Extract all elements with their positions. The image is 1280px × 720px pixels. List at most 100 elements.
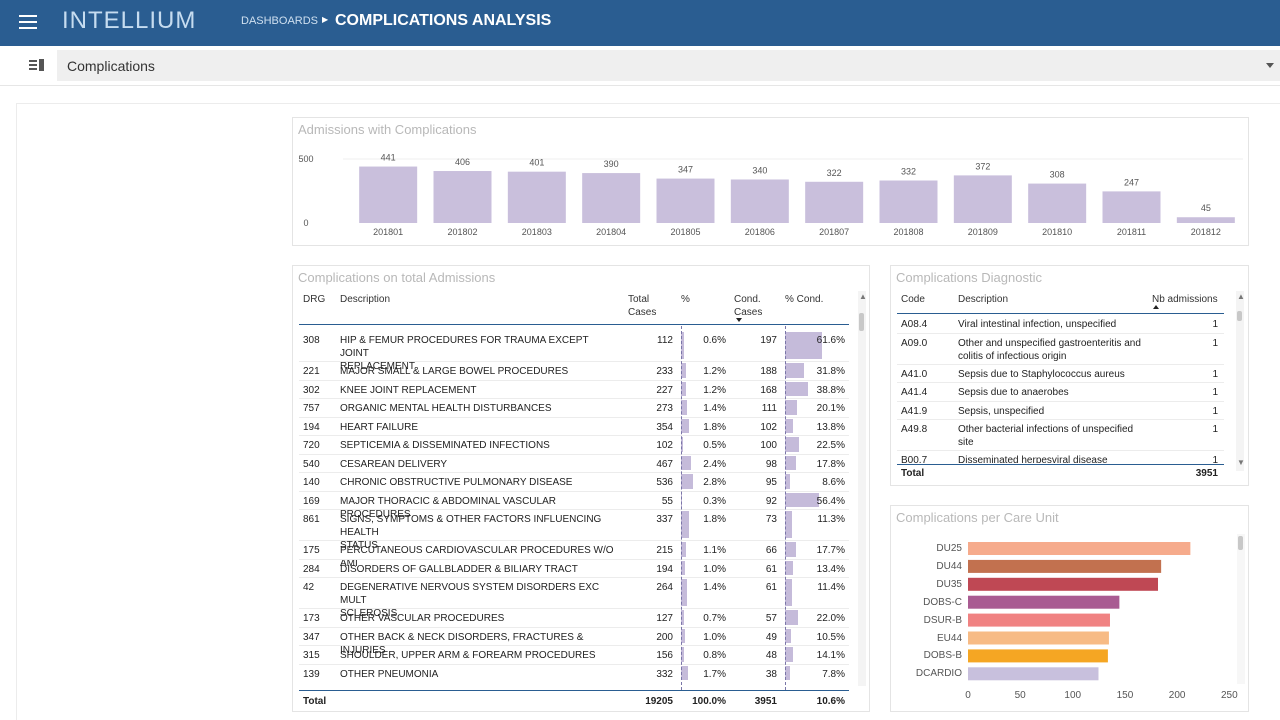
menu-icon[interactable] <box>19 15 37 29</box>
bar-dobs-c[interactable] <box>968 595 1120 609</box>
table-row[interactable]: A41.0 Sepsis due to Staphylococcus aureus… <box>891 368 1231 387</box>
drg-cond-cases: 61 <box>765 582 777 593</box>
pct-bar <box>681 455 692 470</box>
bar-201805[interactable] <box>656 178 715 223</box>
bar-201804[interactable] <box>582 173 641 223</box>
y-tick-label: DU25 <box>936 543 962 554</box>
bar-201802[interactable] <box>433 171 492 223</box>
col-header-nb-admissions[interactable]: Nb admissions <box>1152 294 1218 305</box>
table-row[interactable]: 139 OTHER PNEUMONIA 332 1.7% 38 7.8% <box>293 665 853 687</box>
diag-code: B00.7 <box>901 455 928 463</box>
col-header-cond-cases[interactable]: Cond. Cases <box>734 294 762 322</box>
col-header-total[interactable]: Total Cases <box>628 294 656 318</box>
drg-description: OTHER VASCULAR PROCEDURES <box>340 612 620 625</box>
table-row[interactable]: 194 HEART FAILURE 354 1.8% 102 13.8% <box>293 418 853 440</box>
drg-total-cases: 55 <box>661 495 673 507</box>
diag-scrollbar[interactable]: ▲ ▼ <box>1236 291 1245 471</box>
care-scrollbar[interactable] <box>1237 534 1245 684</box>
scroll-up-icon[interactable]: ▲ <box>1237 292 1245 301</box>
table-row[interactable]: A09.0 Other and unspecified gastroenterit… <box>891 337 1231 368</box>
table-row[interactable]: 308 HIP & FEMUR PROCEDURES FOR TRAUMA EXC… <box>293 332 853 372</box>
bar-dsur-b[interactable] <box>968 613 1110 627</box>
bar-du35[interactable] <box>968 577 1159 591</box>
drg-pct: 0.7% <box>703 613 726 624</box>
drg-pct-cond: 17.7% <box>816 545 845 556</box>
scroll-down-icon[interactable]: ▼ <box>1237 458 1245 467</box>
x-tick-label: 201803 <box>522 227 552 237</box>
data-label: 347 <box>678 165 693 175</box>
drg-cond-cases: 57 <box>765 613 777 624</box>
admissions-chart-panel: Admissions with Complications 0 500 441 201… <box>292 117 1249 246</box>
bar-201809[interactable] <box>953 175 1012 223</box>
table-row[interactable]: 540 CESAREAN DELIVERY 467 2.4% 98 17.8% <box>293 455 853 477</box>
pct-bar <box>681 665 689 680</box>
table-row[interactable]: 42 DEGENERATIVE NERVOUS SYSTEM DISORDERS … <box>293 579 853 619</box>
table-row[interactable]: A41.9 Sepsis, unspecified 1 <box>891 405 1231 424</box>
drg-description: SIGNS, SYMPTOMS & OTHER FACTORS INFLUENC… <box>340 513 620 552</box>
bar-201810[interactable] <box>1028 183 1087 223</box>
bar-dobs-b[interactable] <box>968 649 1108 663</box>
bar-dcardio[interactable] <box>968 667 1099 681</box>
app-logo[interactable]: INTELLIUM <box>62 7 197 34</box>
diag-scroll-thumb[interactable] <box>1237 311 1242 321</box>
drg-pct: 1.1% <box>703 545 726 556</box>
row-divider <box>299 472 849 473</box>
table-row[interactable]: 347 OTHER BACK & NECK DISORDERS, FRACTURE… <box>293 628 853 656</box>
drg-description-line2: STATUS <box>340 540 378 551</box>
col-header-drg[interactable]: DRG <box>303 294 326 305</box>
scroll-up-icon[interactable]: ▲ <box>859 292 867 301</box>
table-row[interactable]: 140 CHRONIC OBSTRUCTIVE PULMONARY DISEASE… <box>293 474 853 495</box>
total-cases: 19205 <box>645 696 673 707</box>
table-row[interactable]: 720 SEPTICEMIA & DISSEMINATED INFECTIONS 1… <box>293 437 853 458</box>
bar-du44[interactable] <box>968 559 1162 573</box>
diag-nb-admissions: 1 <box>1212 455 1218 463</box>
drg-scroll-thumb[interactable] <box>859 313 864 331</box>
diag-nb-admissions: 1 <box>1212 319 1218 330</box>
diag-nb-admissions: 1 <box>1212 424 1218 435</box>
col-header-code[interactable]: Code <box>901 294 925 305</box>
table-row[interactable]: 757 ORGANIC MENTAL HEALTH DISTURBANCES 273… <box>293 400 853 421</box>
admissions-chart: 0 500 441 201801 406 201802 401 201803 390 201804… <box>298 153 1243 237</box>
bar-201803[interactable] <box>507 171 566 223</box>
table-row[interactable]: 284 DISORDERS OF GALLBLADDER & BILIARY TR… <box>293 560 853 582</box>
bar-eu44[interactable] <box>968 631 1109 645</box>
col-header-pct-cond[interactable]: % Cond. <box>785 294 824 305</box>
drg-pct: 1.2% <box>703 384 726 396</box>
panel-toggle-icon[interactable] <box>29 59 45 72</box>
table-row[interactable]: 169 MAJOR THORACIC & ABDOMINAL VASCULAR P… <box>293 492 853 520</box>
table-row[interactable]: A41.4 Sepsis due to anaerobes 1 <box>891 386 1231 405</box>
table-row[interactable]: B00.7 Disseminated herpesviral disease 1 <box>891 454 1231 463</box>
row-divider <box>897 419 1224 420</box>
drg-scrollbar[interactable]: ▲ <box>858 291 867 686</box>
table-row[interactable]: 861 SIGNS, SYMPTOMS & OTHER FACTORS INFLU… <box>293 511 853 551</box>
drg-code: 861 <box>303 514 320 525</box>
bar-201811[interactable] <box>1102 191 1161 223</box>
view-select[interactable]: Complications <box>57 50 1280 81</box>
drg-description-line1: HIP & FEMUR PROCEDURES FOR TRAUMA EXCEPT… <box>340 335 589 359</box>
table-row[interactable]: 302 KNEE JOINT REPLACEMENT 227 1.2% 168 38.8% <box>293 381 853 403</box>
drg-description-line1: DISORDERS OF GALLBLADDER & BILIARY TRACT <box>340 563 578 575</box>
table-row[interactable]: A08.4 Viral intestinal infection, unspeci… <box>891 318 1231 337</box>
care-scroll-thumb[interactable] <box>1238 536 1243 550</box>
data-label: 322 <box>827 168 842 178</box>
bar-201812[interactable] <box>1176 217 1235 223</box>
col-header-description[interactable]: Description <box>340 294 391 305</box>
drg-description: HIP & FEMUR PROCEDURES FOR TRAUMA EXCEPT… <box>340 334 620 373</box>
table-row[interactable]: 315 SHOULDER, UPPER ARM & FOREARM PROCEDU… <box>293 647 853 668</box>
breadcrumb-dashboards[interactable]: DASHBOARDS <box>241 15 319 27</box>
bar-201807[interactable] <box>805 181 864 223</box>
col-header-pct[interactable]: % <box>681 294 690 305</box>
table-row[interactable]: 221 MAJOR SMALL & LARGE BOWEL PROCEDURES 2… <box>293 363 853 384</box>
bar-201808[interactable] <box>879 180 938 223</box>
table-row[interactable]: 173 OTHER VASCULAR PROCEDURES 127 0.7% 57 22.… <box>293 610 853 631</box>
bar-201801[interactable] <box>359 166 418 223</box>
col-header-diag-description[interactable]: Description <box>958 294 1009 305</box>
drg-code: 175 <box>303 545 320 556</box>
drg-table-panel: Complications on total Admissions DRG De… <box>292 265 870 712</box>
drg-pct-cond: 13.4% <box>816 563 845 575</box>
table-row[interactable]: 175 PERCUTANEOUS CARDIOVASCULAR PROCEDURE… <box>293 542 853 569</box>
drg-code: 169 <box>303 495 320 507</box>
bar-201806[interactable] <box>730 179 789 223</box>
bar-du25[interactable] <box>968 542 1191 555</box>
table-row[interactable]: A49.8 Other bacterial infections of unspe… <box>891 423 1231 454</box>
